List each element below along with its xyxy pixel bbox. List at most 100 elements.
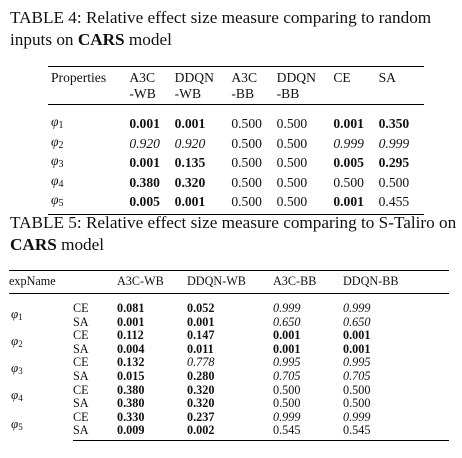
table5-value-cell: 0.081 bbox=[117, 301, 145, 315]
table5-value-cell: 0.999 bbox=[273, 301, 301, 315]
table5-row: φ3 CE 0.132 0.778 0.995 0.995 bbox=[9, 355, 449, 376]
table4-value-cell: 0.500 bbox=[276, 135, 308, 151]
property-subscript: 2 bbox=[58, 139, 64, 151]
table4-value-cell: 0.999 bbox=[333, 135, 364, 151]
table5-value-cell: 0.280 bbox=[187, 368, 215, 383]
table4-header-sub: -BB bbox=[276, 85, 300, 101]
table5-row: SA 0.009 0.002 0.545 0.545 bbox=[9, 424, 449, 441]
table5-value-cell: 0.995 bbox=[343, 355, 371, 370]
table4-header-top-row: Properties A3C DDQN A3C DDQN CE SA bbox=[48, 66, 424, 86]
table5-row: SA 0.004 0.011 0.001 0.001 bbox=[9, 341, 449, 357]
table5-value-cell: 0.237 bbox=[187, 409, 215, 424]
table4-value-cell: 0.350 bbox=[378, 116, 410, 131]
property-symbol: φ bbox=[51, 153, 59, 168]
table4-header-sub: -WB bbox=[129, 85, 156, 101]
table5-value-cell: 0.147 bbox=[187, 328, 215, 343]
property-symbol: φ bbox=[11, 415, 19, 431]
table5-caption-prefix: TABLE 5: Relative effect size measure co… bbox=[10, 213, 457, 232]
property-cell: φ5 bbox=[9, 411, 73, 441]
table4-value-cell: 0.500 bbox=[333, 174, 364, 190]
table4-row: φ2 0.920 0.920 0.500 0.500 0.999 0.999 bbox=[48, 134, 424, 154]
table5-value-cell: 0.999 bbox=[273, 409, 301, 424]
table5-value-cell: 0.380 bbox=[117, 396, 145, 411]
table5-value-cell: 0.650 bbox=[343, 314, 371, 329]
property-cell: φ5 bbox=[48, 192, 129, 214]
table5-value-cell: 0.112 bbox=[117, 328, 144, 343]
property-cell: φ2 bbox=[9, 329, 73, 356]
table5-caption-suffix: model bbox=[56, 235, 105, 254]
table5-header bbox=[73, 271, 117, 294]
table4-value-cell: 0.920 bbox=[174, 135, 206, 151]
table4-header: A3C bbox=[129, 66, 175, 86]
table4-caption-model: CARS bbox=[77, 30, 125, 49]
table5-value-cell: 0.500 bbox=[343, 382, 371, 397]
table4-value-cell: 0.500 bbox=[276, 155, 308, 170]
table5-value-cell: 0.330 bbox=[117, 409, 145, 424]
property-subscript: 1 bbox=[18, 311, 23, 322]
table4-value-cell: 0.500 bbox=[231, 116, 262, 131]
table4-value-cell: 0.455 bbox=[378, 194, 410, 209]
table5-value-cell: 0.999 bbox=[343, 301, 371, 315]
table5-value-cell: 0.320 bbox=[187, 396, 215, 411]
table5-method-cell: CE bbox=[73, 409, 89, 424]
property-cell: φ1 bbox=[48, 105, 129, 134]
table5-value-cell: 0.001 bbox=[117, 314, 145, 329]
table4-header: CE bbox=[333, 66, 379, 86]
table5-value-cell: 0.004 bbox=[117, 341, 145, 356]
property-symbol: φ bbox=[11, 332, 19, 348]
table5-value-cell: 0.650 bbox=[273, 314, 301, 329]
property-symbol: φ bbox=[51, 114, 59, 129]
table5-value-cell: 0.001 bbox=[273, 341, 301, 356]
table5-value-cell: 0.995 bbox=[273, 355, 301, 370]
table5-row: SA 0.015 0.280 0.705 0.705 bbox=[9, 368, 449, 384]
property-symbol: φ bbox=[11, 360, 19, 376]
table4-value-cell: 0.001 bbox=[333, 116, 364, 131]
table5-value-cell: 0.001 bbox=[343, 341, 371, 356]
table5-value-cell: 0.778 bbox=[187, 355, 215, 370]
table4-row: φ3 0.001 0.135 0.500 0.500 0.005 0.295 bbox=[48, 153, 424, 173]
property-subscript: 1 bbox=[58, 120, 64, 131]
table4-value-cell: 0.001 bbox=[129, 155, 160, 170]
table5-value-cell: 0.500 bbox=[273, 382, 301, 397]
table5-header: A3C-WB bbox=[117, 274, 164, 288]
table4-value-cell: 0.001 bbox=[333, 194, 364, 209]
property-subscript: 4 bbox=[18, 393, 23, 404]
table5-value-cell: 0.001 bbox=[273, 328, 301, 343]
table5-row: φ1 CE 0.081 0.052 0.999 0.999 bbox=[9, 294, 449, 322]
table5-value-cell: 0.705 bbox=[343, 368, 371, 383]
table4-value-cell: 0.001 bbox=[174, 116, 206, 131]
table5-row: φ5 CE 0.330 0.237 0.999 0.999 bbox=[9, 409, 449, 432]
table4-value-cell: 0.135 bbox=[174, 155, 206, 170]
table4-value-cell: 0.295 bbox=[378, 155, 410, 170]
property-subscript: 3 bbox=[18, 366, 23, 377]
table5-row: φ2 CE 0.112 0.147 0.001 0.001 bbox=[9, 328, 449, 349]
table4-value-cell: 0.500 bbox=[231, 174, 262, 190]
table4-row: φ1 0.001 0.001 0.500 0.500 0.001 0.350 bbox=[48, 105, 424, 134]
table5-value-cell: 0.009 bbox=[117, 424, 187, 441]
table5-header: A3C-BB bbox=[273, 274, 317, 288]
table4-value-cell: 0.500 bbox=[276, 174, 308, 190]
table4-header: DDQN bbox=[174, 66, 232, 86]
table4-value-cell: 0.500 bbox=[231, 155, 262, 170]
table5-method-cell: CE bbox=[73, 328, 89, 343]
property-cell: φ4 bbox=[48, 173, 129, 193]
property-cell: φ3 bbox=[9, 356, 73, 383]
table4-value-cell: 0.005 bbox=[129, 194, 160, 209]
property-subscript: 4 bbox=[58, 178, 64, 190]
table5-method-cell: SA bbox=[73, 396, 89, 411]
table5-value-cell: 0.545 bbox=[343, 424, 449, 441]
table5-value-cell: 0.320 bbox=[187, 382, 215, 397]
table4-value-cell: 0.001 bbox=[174, 194, 206, 209]
table4-caption-prefix: TABLE 4: Relative effect size measure co… bbox=[10, 8, 432, 49]
property-symbol: φ bbox=[51, 172, 59, 188]
table5-method-cell: SA bbox=[73, 314, 89, 329]
table5-value-cell: 0.001 bbox=[343, 328, 371, 343]
table5-value-cell: 0.545 bbox=[273, 424, 343, 441]
table5-value-cell: 0.015 bbox=[117, 368, 145, 383]
table4: Properties A3C DDQN A3C DDQN CE SA -WB -… bbox=[48, 66, 424, 215]
table4-value-cell: 0.380 bbox=[129, 174, 160, 190]
table4-value-cell: 0.001 bbox=[129, 116, 160, 131]
table5-value-cell: 0.001 bbox=[187, 314, 215, 329]
table5-value-cell: 0.052 bbox=[187, 301, 215, 315]
table5-value-cell: 0.380 bbox=[117, 382, 145, 397]
